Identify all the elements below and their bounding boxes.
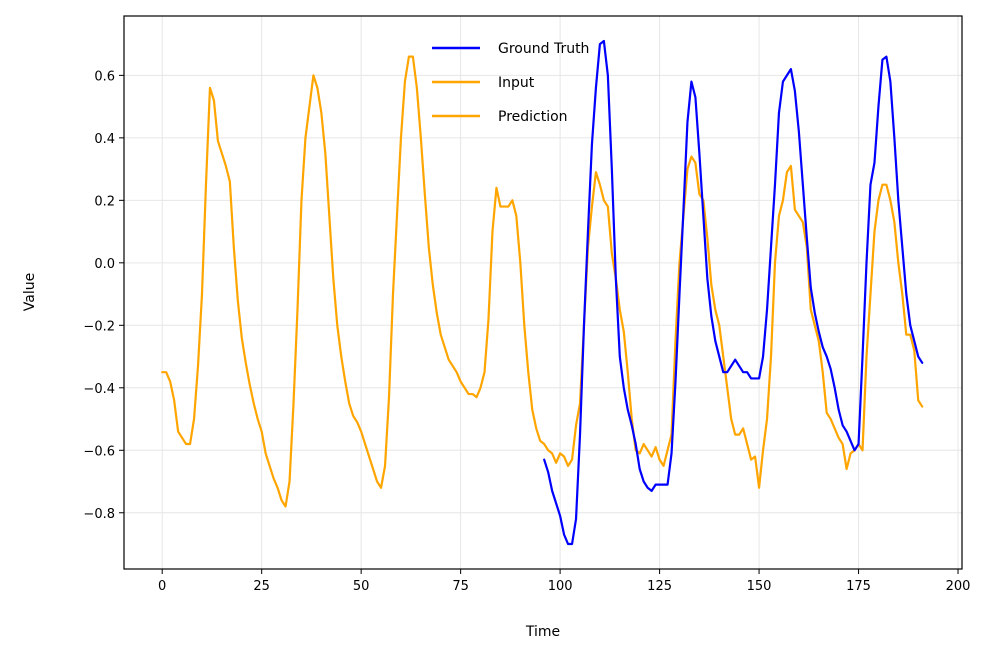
- x-tick-label: 75: [452, 579, 469, 594]
- x-tick-label: 200: [946, 579, 971, 594]
- y-tick-label: 0.6: [94, 69, 115, 84]
- y-tick-label: −0.6: [83, 444, 115, 459]
- legend-label-prediction: Prediction: [498, 109, 568, 125]
- x-tick-label: 175: [846, 579, 871, 594]
- legend-label-input: Input: [498, 75, 535, 91]
- series-input-line: [161, 55, 546, 508]
- y-tick-label: 0.4: [94, 132, 115, 147]
- y-axis-label: Value: [22, 273, 38, 311]
- y-tick-label: −0.4: [83, 382, 115, 397]
- legend-label-ground-truth: Ground Truth: [498, 41, 589, 57]
- x-tick-label: 25: [253, 579, 270, 594]
- legend: Ground Truth Input Prediction: [432, 41, 589, 125]
- y-tick-label: 0.2: [94, 194, 115, 209]
- series-lines: [161, 39, 924, 546]
- x-tick-label: 150: [747, 579, 772, 594]
- x-tick-label: 0: [158, 579, 166, 594]
- grid: [124, 16, 962, 569]
- y-tick-label: 0.0: [94, 257, 115, 272]
- x-tick-label: 125: [647, 579, 672, 594]
- x-tick-label: 100: [548, 579, 573, 594]
- x-axis-label: Time: [525, 624, 560, 640]
- x-tick-label: 50: [353, 579, 370, 594]
- plot-frame: [123, 15, 963, 570]
- series-ground-truth-line: [543, 39, 924, 546]
- axis-ticks: 0 25 50 75 100 125 150 175 200 −0.8 −0.6 −0.4 −0.2 0.…: [83, 69, 970, 594]
- series-prediction-line: [543, 155, 924, 489]
- y-tick-label: −0.2: [83, 319, 115, 334]
- y-tick-label: −0.8: [83, 507, 115, 522]
